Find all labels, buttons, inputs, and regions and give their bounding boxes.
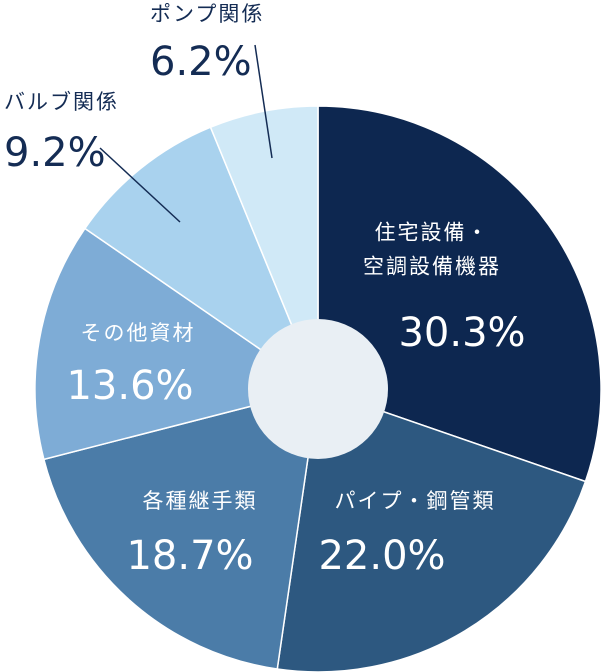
slice-value-label: 22.0% xyxy=(318,533,446,579)
leader-line xyxy=(254,44,273,159)
center-hole xyxy=(248,319,388,459)
slice-value-label: 30.3% xyxy=(398,310,526,356)
slice-category: 住宅設備・ 空調設備機器 xyxy=(363,220,501,278)
pie-slice xyxy=(317,105,601,483)
slice-category: その他資材 xyxy=(80,321,196,346)
slice-category: バルブ関係 xyxy=(4,90,119,115)
slice-category: パイプ・鋼管類 xyxy=(334,489,496,514)
pie-slice xyxy=(209,105,319,390)
slice-value-label: 18.7% xyxy=(126,533,254,579)
slice-category: ポンプ関係 xyxy=(150,2,265,27)
leader-line xyxy=(99,147,181,223)
pie-slice xyxy=(83,126,320,392)
slice-category: 各種継手類 xyxy=(142,489,258,514)
slice-value-label: 6.2% xyxy=(150,39,252,85)
slice-value-label: 13.6% xyxy=(66,363,194,409)
pie-slice xyxy=(34,227,320,461)
pie-slice xyxy=(42,387,319,670)
slice-value-label: 9.2% xyxy=(4,130,106,176)
